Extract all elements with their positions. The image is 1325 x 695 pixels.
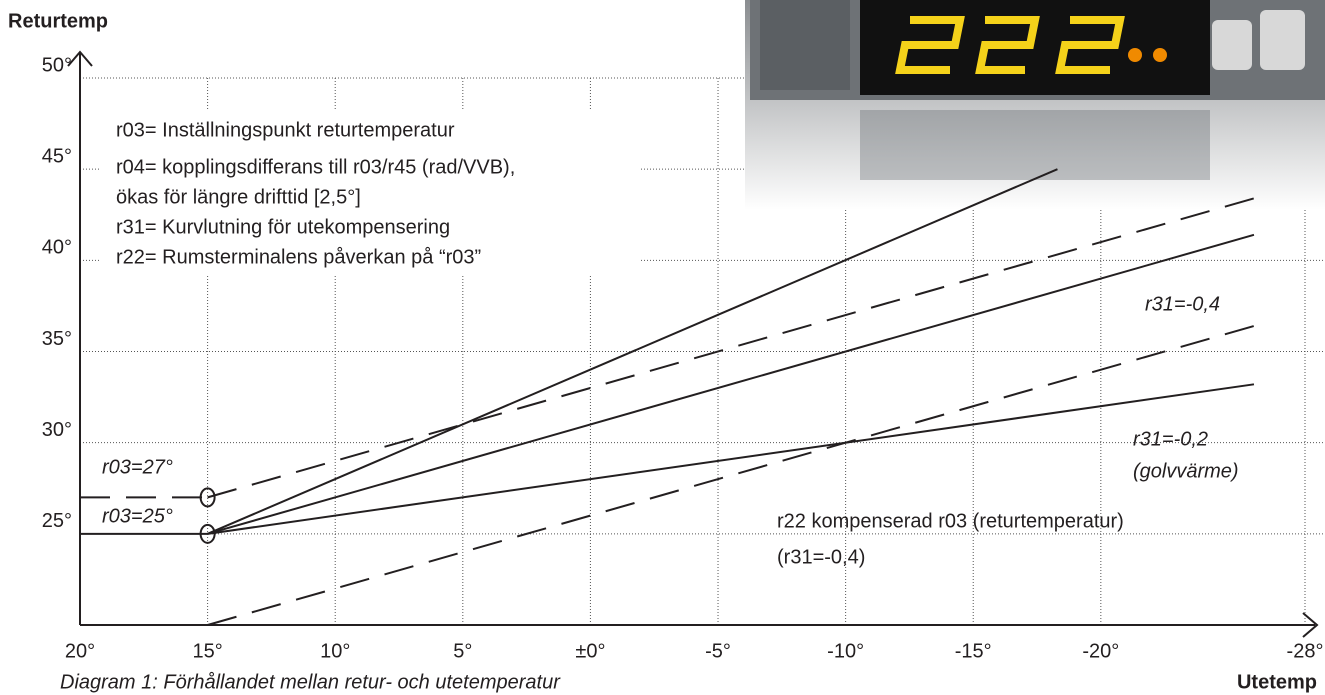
series-line (207, 168, 1058, 535)
device-photo (745, 0, 1325, 210)
y-tick-label: 40° (42, 237, 72, 259)
x-tick-label: -15° (955, 640, 992, 662)
x-tick-label: -5° (705, 640, 731, 662)
x-tick-label: -20° (1082, 640, 1119, 662)
y-axis-arrow (67, 50, 93, 67)
y-tick-label: 45° (42, 145, 72, 167)
info-background (100, 110, 640, 276)
annotation: r31=-0,2 (1133, 428, 1208, 450)
y-tick-label: 50° (42, 54, 72, 76)
annotation: r03= Inställningspunkt returtemperatur (116, 119, 455, 141)
device-led (1128, 48, 1142, 62)
annotation: r03=27° (102, 456, 173, 478)
x-tick-label: 10° (320, 640, 350, 662)
annotation: r31= Kurvlutning för utekompensering (116, 216, 450, 238)
device-reflection (860, 110, 1210, 180)
annotation: r03=25° (102, 505, 173, 527)
annotation: r22 kompenserad r03 (returtemperatur) (777, 510, 1124, 532)
x-tick-label: 20° (65, 640, 95, 662)
x-tick-label: -28° (1287, 640, 1324, 662)
series-line (207, 325, 1255, 626)
y-axis-label: Returtemp (8, 10, 108, 32)
x-tick-label: 15° (192, 640, 222, 662)
x-axis-arrow (1302, 612, 1319, 638)
x-tick-label: ±0° (575, 640, 605, 662)
y-tick-label: 30° (42, 419, 72, 441)
y-tick-label: 25° (42, 510, 72, 532)
device-digits (895, 16, 1125, 74)
annotation: r31=-0,4 (1145, 293, 1220, 315)
series-line (207, 383, 1255, 535)
point-marker (199, 523, 216, 544)
annotation: (golvvärme) (1133, 460, 1239, 482)
x-tick-label: -10° (827, 640, 864, 662)
annotation: r04= kopplingsdifferans till r03/r45 (ra… (116, 156, 515, 178)
annotation: r22= Rumsterminalens påverkan på “r03” (116, 246, 481, 268)
device-vent (760, 0, 850, 90)
device-button (1260, 10, 1305, 70)
device-button (1212, 20, 1252, 70)
series-line (207, 233, 1255, 535)
y-tick-label: 35° (42, 328, 72, 350)
annotation: (r31=-0,4) (777, 546, 865, 568)
annotation: ökas för längre drifttid [2,5°] (116, 186, 361, 208)
point-marker (199, 487, 216, 508)
device-led (1153, 48, 1167, 62)
x-tick-label: 5° (453, 640, 472, 662)
x-axis-label: Utetemp (1237, 671, 1317, 693)
caption: Diagram 1: Förhållandet mellan retur- oc… (60, 671, 561, 693)
